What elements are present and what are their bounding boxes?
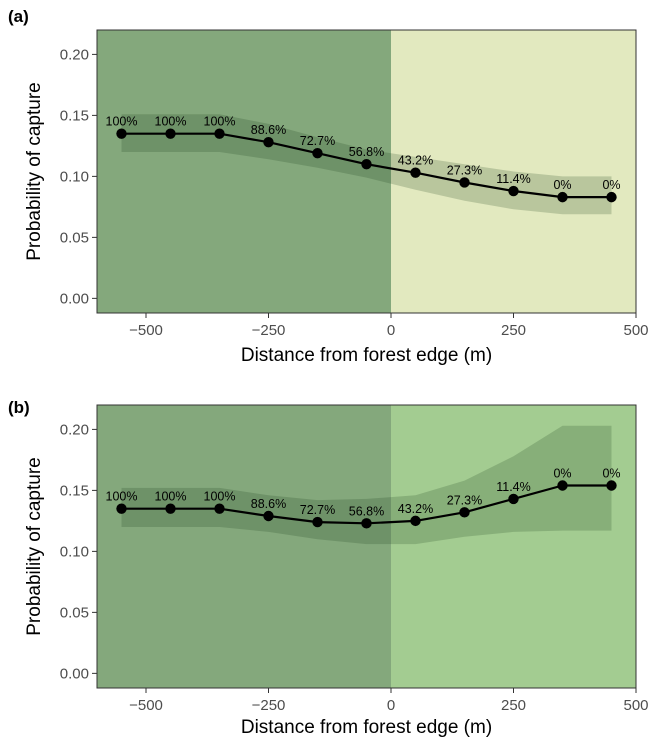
y-axis-title: Probability of capture (24, 82, 45, 261)
data-label: 72.7% (300, 134, 335, 148)
x-tick-label: 500 (623, 697, 648, 714)
y-tick-label: 0.00 (60, 290, 89, 307)
data-point (508, 185, 519, 197)
data-label: 100% (155, 115, 187, 129)
data-point (165, 503, 176, 514)
data-point (606, 480, 617, 491)
x-tick-label: −500 (129, 322, 163, 339)
x-axis-title: Distance from forest edge (m) (241, 717, 492, 738)
x-tick-label: 250 (501, 322, 526, 339)
data-label: 0% (553, 178, 571, 192)
data-label: 0% (602, 178, 620, 192)
plot-border (96, 404, 637, 689)
data-label: 88.6% (251, 497, 286, 511)
x-tick-label: −250 (252, 697, 286, 714)
data-label: 11.4% (496, 480, 531, 494)
panel-b: 100% 100% 100% 88.6% 72.7% 56.8% 43.2% 27.3% 11.… (8, 398, 649, 738)
x-tick-label: 0 (387, 697, 395, 714)
y-tick-label: 0.20 (60, 46, 89, 63)
data-point (557, 480, 568, 491)
data-point (214, 128, 225, 139)
data-label: 27.3% (447, 163, 482, 177)
data-point (557, 191, 568, 203)
y-tick-label: 0.05 (60, 229, 89, 246)
data-label: 100% (106, 115, 138, 129)
y-tick-label: 0.05 (60, 604, 89, 621)
data-label: 0% (553, 467, 571, 481)
background-region-1 (391, 405, 636, 688)
y-tick-label: 0.10 (60, 543, 89, 560)
data-label: 43.2% (398, 154, 433, 168)
background-region-0 (97, 30, 391, 313)
panel-label: (a) (8, 7, 29, 26)
background-region-1 (391, 30, 636, 313)
panel-label: (b) (8, 398, 30, 417)
data-point (214, 503, 225, 514)
y-tick-label: 0.20 (60, 421, 89, 438)
data-label: 88.6% (251, 123, 286, 137)
data-label: 56.8% (349, 504, 384, 518)
panel-a: 100% 100% 100% 88.6% 72.7% 56.8% 43.2% 27.3% 11.… (8, 7, 649, 366)
data-label: 100% (204, 490, 236, 504)
data-label: 27.3% (447, 493, 482, 507)
data-point (116, 128, 127, 139)
data-label: 100% (204, 115, 236, 129)
data-point (606, 191, 617, 203)
x-tick-label: −500 (129, 697, 163, 714)
data-point (361, 518, 372, 529)
background-region-0 (97, 405, 391, 688)
x-tick-label: 0 (387, 322, 395, 339)
data-point (165, 128, 176, 139)
data-label: 100% (155, 490, 187, 504)
y-axis-title: Probability of capture (24, 457, 45, 636)
data-point (361, 158, 372, 170)
x-tick-label: 500 (623, 322, 648, 339)
data-label: 11.4% (496, 172, 531, 186)
data-label: 72.7% (300, 503, 335, 517)
data-point (459, 507, 470, 518)
data-point (312, 148, 323, 159)
y-tick-label: 0.00 (60, 665, 89, 682)
plot-border (96, 29, 637, 314)
data-label: 0% (602, 467, 620, 481)
data-point (116, 503, 127, 514)
data-point (263, 137, 274, 148)
confidence-band (121, 425, 612, 545)
x-axis-title: Distance from forest edge (m) (241, 345, 492, 366)
x-tick-label: 250 (501, 697, 526, 714)
y-tick-label: 0.15 (60, 107, 89, 124)
y-tick-label: 0.15 (60, 482, 89, 499)
data-point (410, 515, 421, 527)
y-tick-label: 0.10 (60, 168, 89, 185)
x-tick-label: −250 (252, 322, 286, 339)
data-point (312, 516, 323, 528)
data-point (459, 177, 470, 188)
data-label: 56.8% (349, 145, 384, 159)
data-point (263, 510, 274, 522)
data-point (508, 493, 519, 505)
data-label: 43.2% (398, 502, 433, 516)
data-point (410, 167, 421, 178)
data-label: 100% (106, 490, 138, 504)
